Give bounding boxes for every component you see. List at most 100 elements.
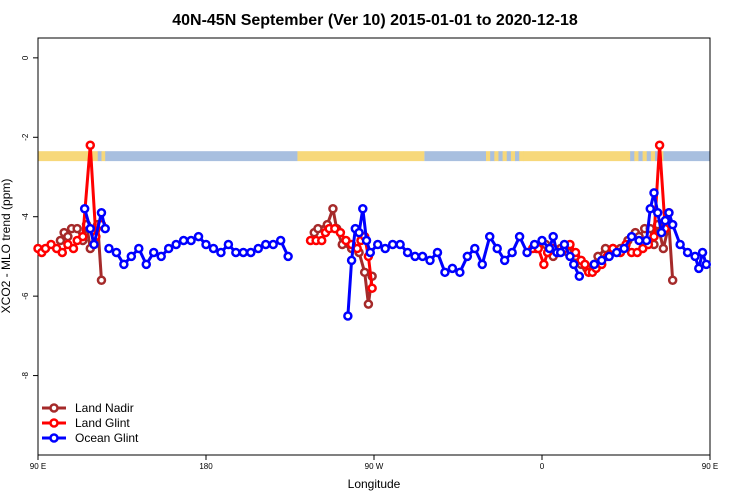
band-segment-mixed: [646, 151, 652, 162]
band-segment-ocean: [424, 151, 486, 162]
data-point: [223, 239, 234, 250]
data-point: [361, 235, 372, 246]
data-point: [119, 259, 129, 270]
data-point: [148, 247, 159, 258]
data-point: [283, 251, 293, 262]
data-point: [548, 231, 558, 242]
band-segment-mixed: [502, 151, 508, 162]
x-tick-label: 90 E: [702, 462, 718, 471]
data-point: [589, 259, 600, 270]
data-point: [544, 243, 555, 254]
data-point: [193, 231, 204, 242]
data-point: [313, 223, 323, 234]
data-point: [163, 243, 174, 254]
data-point: [104, 243, 114, 254]
data-point: [395, 239, 405, 250]
data-point: [354, 227, 364, 238]
data-point: [559, 239, 570, 250]
x-axis: 90 E 180 90 W 0 90 E: [30, 455, 718, 471]
data-point: [470, 243, 480, 254]
data-point: [682, 247, 693, 258]
legend-marker: [49, 403, 59, 413]
data-point: [649, 231, 659, 242]
band-segment-mixed: [490, 151, 495, 162]
data-point: [649, 188, 659, 198]
series-layer: [33, 140, 712, 321]
data-point: [600, 243, 611, 254]
data-point: [63, 231, 73, 242]
band-segment-mixed: [626, 151, 631, 162]
data-point: [231, 247, 241, 258]
data-point: [78, 231, 88, 242]
band-segment-mixed: [655, 151, 660, 162]
data-point: [372, 239, 383, 250]
data-point: [57, 247, 68, 258]
data-point: [432, 247, 443, 258]
data-point: [156, 251, 166, 262]
data-point: [134, 243, 144, 254]
data-point: [208, 243, 219, 254]
data-point: [346, 255, 357, 266]
data-point: [626, 231, 637, 242]
data-point: [596, 255, 607, 266]
data-point: [514, 231, 525, 242]
band-segment-mixed: [486, 151, 491, 162]
band-segment-mixed: [101, 151, 106, 162]
data-point: [565, 251, 575, 262]
data-point: [529, 239, 540, 250]
legend-label: Land Glint: [75, 416, 130, 430]
series-ocean-glint: [79, 188, 712, 321]
data-point: [654, 140, 665, 150]
data-point: [410, 251, 420, 262]
data-point: [96, 275, 107, 286]
data-point: [89, 239, 99, 250]
data-point: [555, 247, 566, 258]
data-point: [367, 283, 377, 293]
chart-title: 40N-45N September (Ver 10) 2015-01-01 to…: [172, 12, 578, 29]
data-point: [652, 207, 663, 218]
y-tick-label: -8: [21, 371, 30, 379]
band-segment-mixed: [642, 151, 648, 162]
band-segment-land: [297, 151, 425, 162]
data-point: [328, 204, 338, 214]
data-point: [178, 235, 189, 246]
data-point: [72, 223, 82, 234]
data-point: [701, 259, 712, 270]
x-tick-label: 180: [199, 462, 213, 471]
x-tick-label: 90 E: [30, 462, 46, 471]
data-point: [186, 235, 196, 246]
data-point: [126, 251, 137, 262]
band-segment-mixed: [97, 151, 102, 162]
data-point: [499, 255, 510, 266]
data-point: [656, 227, 667, 238]
x-tick-label: 90 W: [365, 462, 384, 471]
data-point: [455, 267, 465, 278]
data-point: [568, 259, 579, 270]
data-point: [425, 255, 435, 266]
x-axis-label: Longitude: [348, 477, 401, 491]
data-point: [537, 235, 547, 246]
data-point: [634, 235, 644, 246]
data-point: [343, 311, 353, 321]
data-point: [440, 267, 450, 278]
y-tick-label: -6: [21, 292, 30, 300]
data-point: [522, 247, 532, 258]
y-tick-label: -2: [21, 133, 30, 141]
data-point: [675, 239, 685, 250]
data-point: [402, 247, 413, 258]
data-point: [246, 247, 256, 258]
legend-marker: [49, 433, 59, 443]
band-segment-mixed: [634, 151, 639, 162]
data-point: [462, 251, 473, 262]
data-point: [641, 235, 652, 246]
band-segment-ocean: [663, 151, 710, 162]
band-segment-land: [523, 151, 626, 162]
data-point: [447, 263, 458, 274]
land-ocean-band: [38, 151, 710, 162]
y-axis: 0 -2 -4 -6 -8: [21, 55, 38, 379]
data-point: [365, 247, 376, 258]
data-point: [611, 247, 622, 258]
band-segment-mixed: [494, 151, 499, 162]
